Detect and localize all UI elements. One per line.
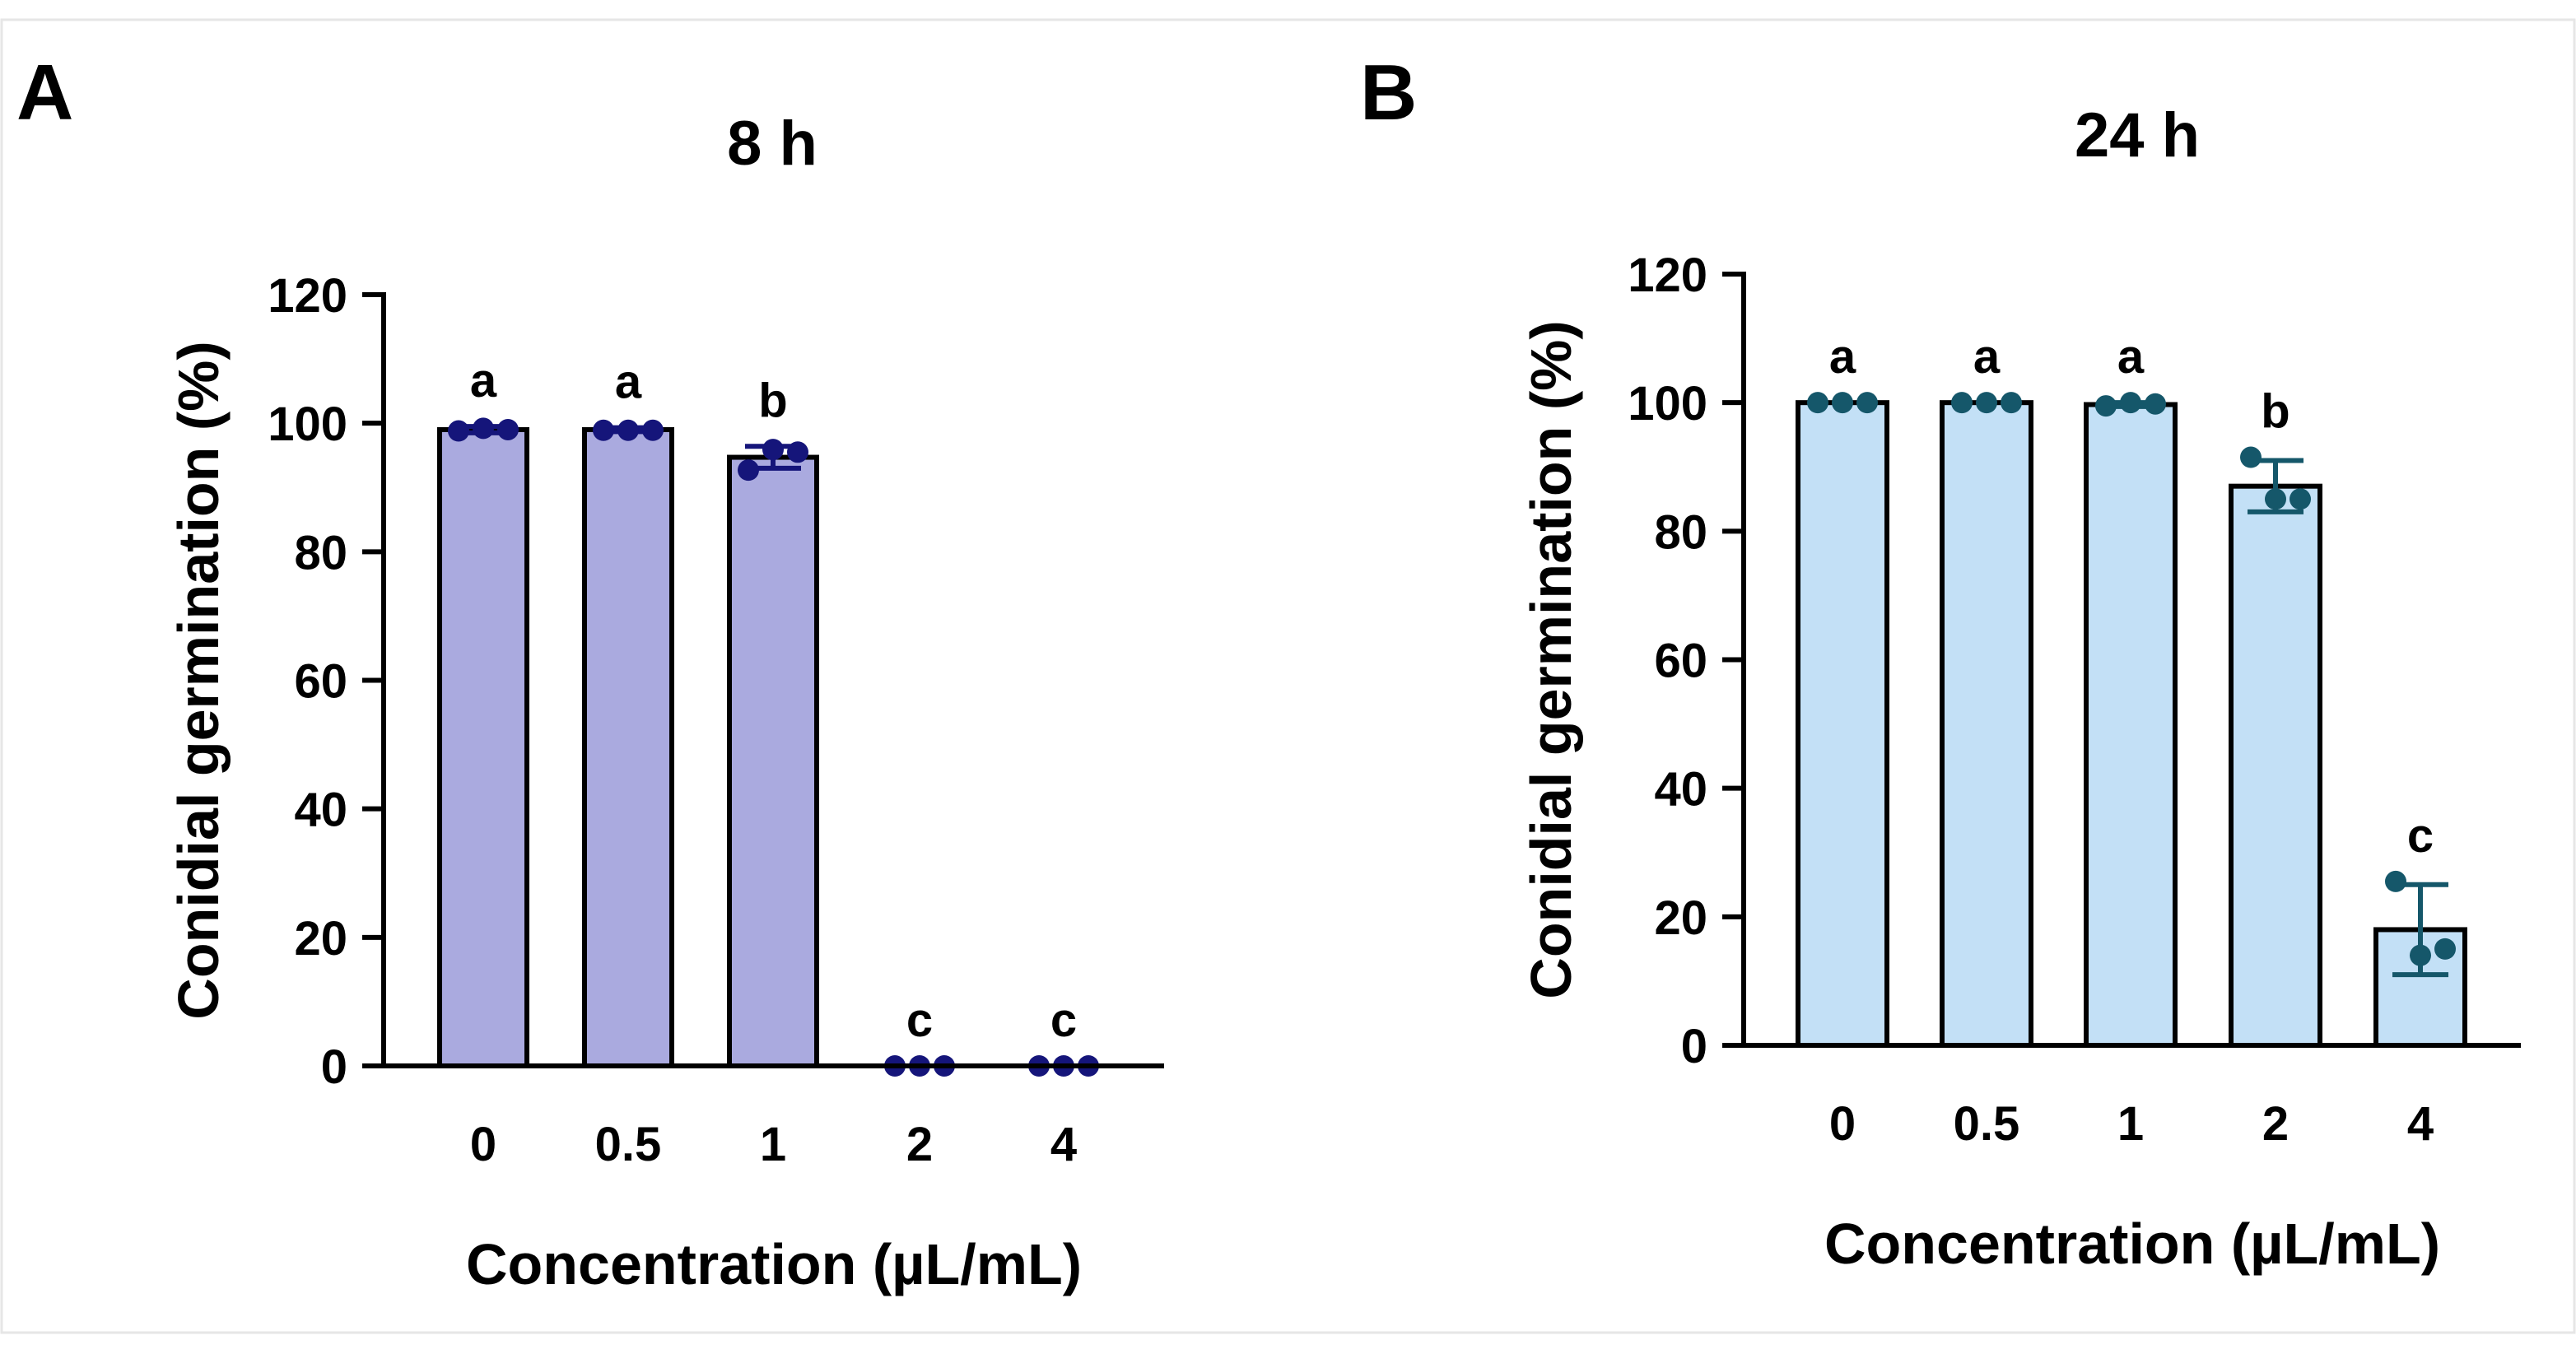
data-point	[762, 439, 784, 461]
significance-label: c	[906, 993, 933, 1047]
significance-label: a	[470, 354, 497, 407]
data-point	[2385, 870, 2406, 892]
data-point	[2240, 446, 2262, 468]
data-point	[2145, 393, 2166, 415]
panel-letter-a: A	[16, 49, 73, 137]
x-tick-label: 0.5	[595, 1118, 662, 1171]
y-tick-label: 100	[268, 398, 347, 451]
y-tick-label: 20	[1654, 891, 1707, 945]
bar	[727, 454, 819, 1068]
data-point	[2434, 938, 2456, 960]
x-tick-label: 0.5	[1954, 1097, 2020, 1151]
x-tick-label: 4	[1050, 1118, 1077, 1171]
x-axis-label: Concentration (µL/mL)	[1824, 1212, 2440, 1276]
bar	[2229, 483, 2322, 1048]
bar	[2084, 402, 2178, 1048]
significance-label: a	[615, 356, 642, 409]
data-point	[1856, 392, 1878, 414]
x-tick-label: 4	[2407, 1097, 2434, 1151]
y-tick-label: 100	[1628, 377, 1707, 430]
y-tick-label: 40	[294, 784, 347, 837]
data-point	[787, 441, 808, 463]
bar	[1796, 400, 1889, 1048]
x-tick-label: 2	[2262, 1097, 2289, 1151]
chart-title: 8 h	[727, 109, 818, 179]
significance-label: a	[2117, 330, 2145, 384]
significance-label: b	[2261, 385, 2290, 439]
y-tick-label: 80	[1654, 505, 1707, 559]
data-point	[642, 419, 664, 441]
significance-label: a	[1829, 330, 1856, 384]
x-tick-label: 0	[1829, 1097, 1856, 1151]
x-tick-label: 0	[470, 1118, 496, 1171]
data-point	[2290, 488, 2311, 510]
data-point	[1832, 392, 1853, 414]
data-point	[2120, 392, 2141, 414]
data-point	[1951, 392, 1973, 414]
y-tick-label: 0	[1681, 1020, 1707, 1073]
data-point	[2410, 944, 2431, 966]
bar	[1940, 400, 2033, 1048]
x-tick-label: 1	[760, 1118, 786, 1171]
y-tick-label: 120	[268, 269, 347, 323]
panel-letter-b: B	[1360, 49, 1417, 137]
x-tick-label: 2	[906, 1118, 933, 1171]
x-axis-label: Concentration (µL/mL)	[466, 1232, 1082, 1296]
bar	[437, 426, 529, 1068]
data-point	[2001, 392, 2022, 414]
data-point	[1976, 392, 1997, 414]
y-tick-label: 40	[1654, 763, 1707, 817]
data-point	[593, 419, 614, 441]
significance-label: b	[758, 374, 787, 427]
x-tick-label: 1	[2117, 1097, 2144, 1151]
data-point	[617, 419, 639, 441]
significance-label: c	[2407, 809, 2434, 863]
data-point	[2095, 395, 2117, 417]
chart-title: 24 h	[2075, 100, 2200, 170]
data-point	[497, 418, 519, 440]
significance-label: a	[1973, 330, 2001, 384]
significance-label: c	[1050, 993, 1077, 1047]
chart-panel-b: 24 h 0 20 40 60 80 100 120 a 0 a 0.5 a 1 b 2 c 4 Concentra…	[1519, 100, 2521, 1276]
y-tick-label: 20	[294, 912, 347, 965]
y-tick-label: 80	[294, 526, 347, 579]
bar	[582, 426, 674, 1068]
data-point	[2265, 488, 2286, 510]
data-point	[473, 417, 494, 440]
y-axis-label: Conidial germination (%)	[1519, 320, 1583, 998]
y-tick-label: 60	[1654, 635, 1707, 688]
chart-panel-a: 8 h 0 20 40 60 80 100 120 a 0 a 0.5 b 1 c 2 c 4 Concentrat…	[166, 109, 1164, 1296]
data-point	[448, 420, 469, 442]
figure-frame	[0, 18, 2576, 1334]
y-axis-label: Conidial germination (%)	[166, 341, 231, 1019]
data-point	[738, 459, 759, 482]
data-point	[1807, 392, 1828, 414]
y-tick-label: 60	[294, 655, 347, 709]
y-tick-label: 120	[1628, 249, 1707, 302]
y-tick-label: 0	[321, 1040, 347, 1094]
